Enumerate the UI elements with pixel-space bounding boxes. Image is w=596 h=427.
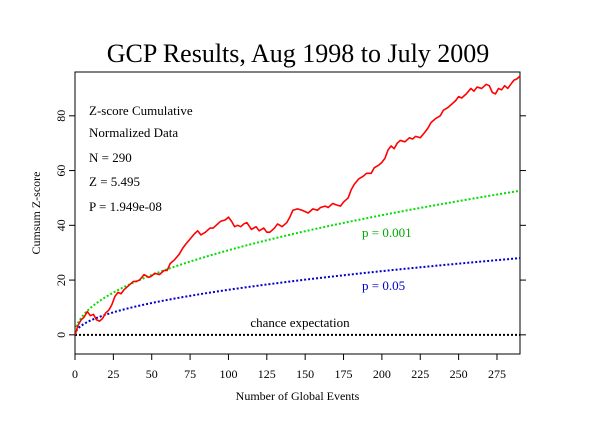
series-layer [74, 75, 521, 336]
stats-box: Z-score Cumulative Normalized Data N = 2… [89, 103, 193, 214]
x-tick-label: 150 [296, 367, 314, 381]
x-tick-label: 75 [184, 367, 196, 381]
cumulative-zscore-line [74, 75, 521, 336]
p001-curve [74, 189, 521, 336]
stats-line-3: N = 290 [89, 150, 132, 165]
x-axis: 0 25 50 75 100 125 150 175 200 225 250 275 [72, 354, 506, 381]
x-tick-label: 225 [411, 367, 429, 381]
x-tick-label: 275 [488, 367, 506, 381]
x-axis-label: Number of Global Events [236, 389, 360, 403]
stats-line-5: P = 1.949e-08 [89, 199, 162, 214]
x-tick-label: 100 [219, 367, 237, 381]
y-tick-label: 40 [54, 219, 68, 231]
stats-line-2: Normalized Data [89, 125, 178, 140]
y-axis: 0 20 40 60 80 [54, 110, 526, 338]
x-tick-label: 25 [107, 367, 119, 381]
x-tick-label: 125 [258, 367, 276, 381]
y-tick-label: 20 [54, 274, 68, 286]
y-tick-label: 0 [54, 332, 68, 338]
x-tick-label: 200 [373, 367, 391, 381]
y-axis-label: Cumsum Z-score [29, 172, 43, 255]
x-tick-label: 175 [335, 367, 353, 381]
chart-title: GCP Results, Aug 1998 to July 2009 [107, 39, 490, 68]
y-tick-label: 60 [54, 165, 68, 177]
y-tick-label: 80 [54, 110, 68, 122]
stats-line-4: Z = 5.495 [89, 174, 140, 189]
x-tick-label: 250 [450, 367, 468, 381]
x-tick-label: 0 [72, 367, 78, 381]
chance-expectation-label: chance expectation [250, 315, 350, 330]
p005-curve [74, 257, 521, 336]
plot-frame [74, 71, 521, 355]
p005-label: p = 0.05 [362, 278, 405, 293]
stats-line-1: Z-score Cumulative [89, 103, 193, 118]
p001-label: p = 0.001 [362, 225, 412, 240]
x-tick-label: 50 [146, 367, 158, 381]
